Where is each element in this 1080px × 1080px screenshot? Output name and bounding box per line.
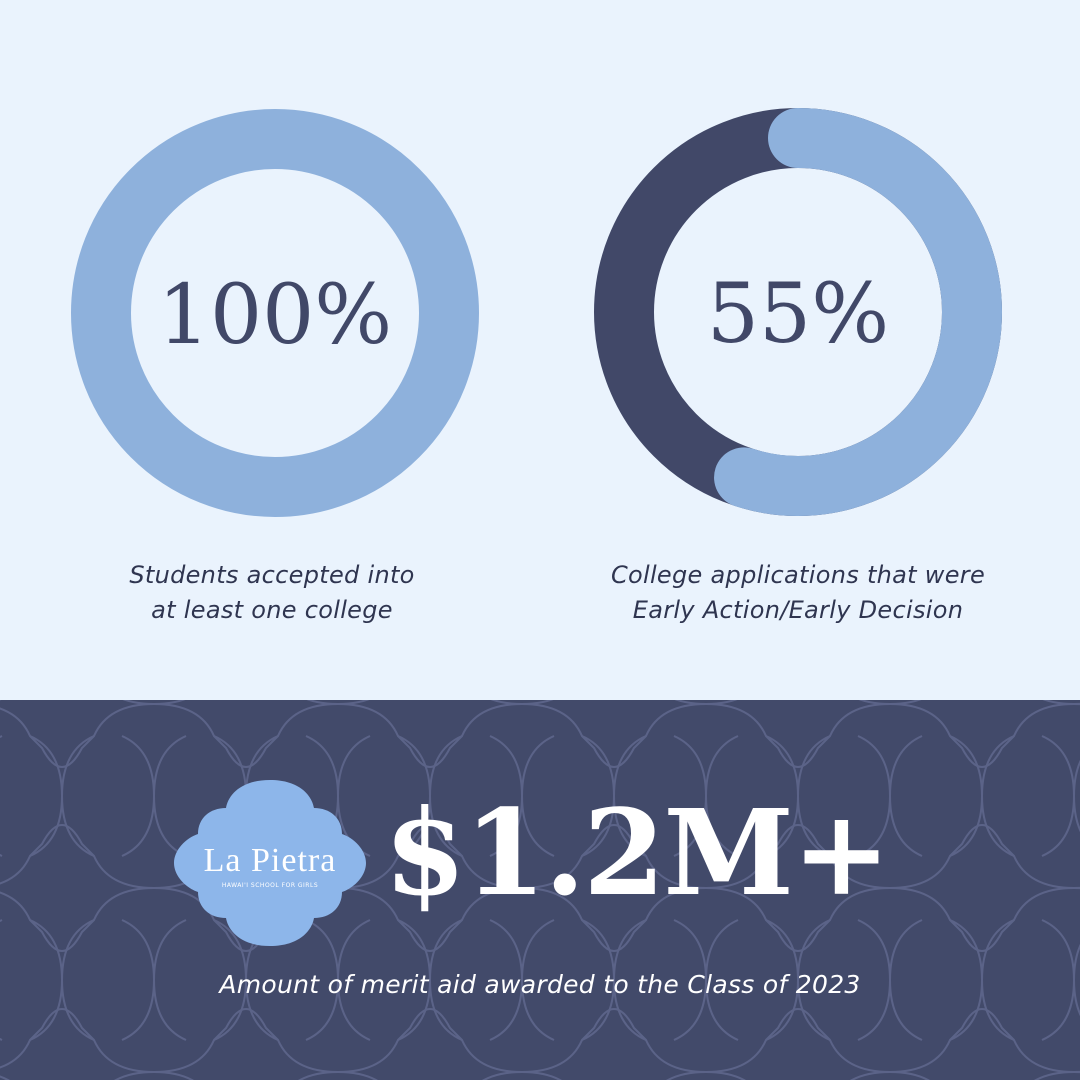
merit-aid-panel: La Pietra HAWAI'I SCHOOL FOR GIRLS $1.2M…	[0, 700, 1080, 1080]
caption-line: Students accepted into	[129, 561, 415, 589]
la-pietra-logo: La Pietra HAWAI'I SCHOOL FOR GIRLS	[172, 778, 368, 948]
donut-value-label: 55%	[707, 267, 889, 362]
merit-aid-amount: $1.2M+	[384, 783, 891, 922]
logo-wordmark: La Pietra	[203, 842, 337, 879]
caption-line: Early Action/Early Decision	[632, 596, 964, 624]
donut-segment-value	[71, 109, 479, 517]
lattice-pattern	[0, 700, 1080, 1080]
stats-section: 100% 55% Students accepted into at least…	[42, 108, 1028, 628]
donut-chart-accepted: 100%	[71, 109, 479, 517]
donut-segment-value	[594, 108, 1002, 516]
caption-line: at least one college	[151, 596, 393, 624]
caption-line: College applications that were	[610, 561, 986, 589]
caption-accepted: Students accepted into at least one coll…	[42, 558, 502, 628]
donut-chart-early-decision: 55%	[594, 108, 1002, 516]
logo-subtitle: HAWAI'I SCHOOL FOR GIRLS	[221, 882, 319, 889]
caption-early-decision: College applications that were Early Act…	[568, 558, 1028, 628]
donut-value-label: 100%	[158, 268, 392, 363]
merit-aid-caption: Amount of merit aid awarded to the Class…	[219, 970, 861, 999]
